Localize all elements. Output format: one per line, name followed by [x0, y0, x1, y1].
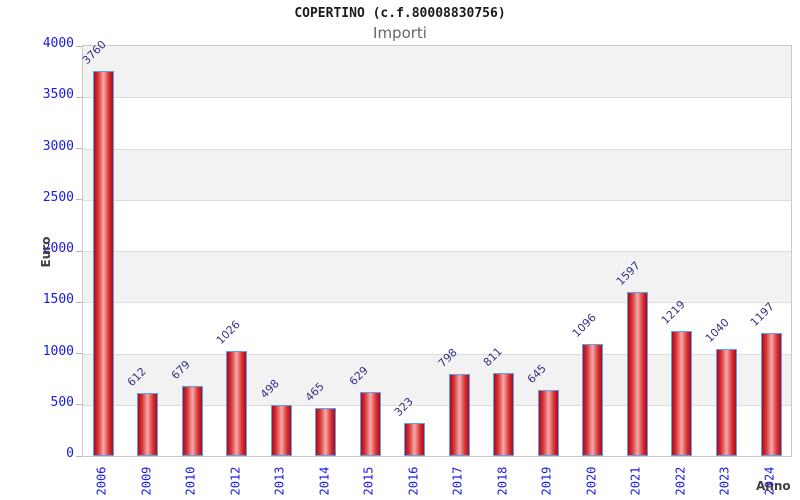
plot-background-band: [83, 148, 791, 200]
bar-2012: [226, 350, 248, 456]
bar-2015: [359, 391, 381, 456]
x-tick-label: 2023: [717, 466, 732, 496]
y-axis-title: Euro: [39, 236, 53, 268]
gridline: [83, 97, 791, 99]
bar-2014: [315, 408, 337, 456]
x-tick-label: 2010: [183, 466, 198, 496]
x-axis-title: Anno: [756, 479, 791, 493]
bar-2013: [270, 404, 292, 456]
x-tick-label: 2021: [628, 466, 643, 496]
gridline: [83, 251, 791, 252]
y-tick-label: 1000: [42, 343, 74, 359]
gridline: [83, 404, 791, 406]
x-tick-label: 2009: [139, 466, 154, 496]
y-tick-mark: [76, 404, 82, 406]
y-tick-label: 0: [66, 446, 74, 461]
bar-2006: [92, 70, 114, 456]
gridline: [83, 302, 791, 304]
gridline: [83, 199, 791, 201]
y-tick-label: 3000: [42, 138, 74, 154]
y-tick-label: 2000: [42, 241, 74, 256]
plot-background-band: [83, 97, 791, 149]
x-tick-label: 2014: [317, 466, 332, 496]
y-tick-mark: [76, 455, 82, 457]
y-tick-mark: [76, 199, 82, 201]
plot-background-band: [83, 199, 791, 251]
bar-2021: [626, 292, 648, 456]
x-tick-label: 2022: [673, 466, 688, 496]
bar-2023: [715, 349, 737, 456]
gridline: [83, 148, 791, 150]
bar-2009: [137, 393, 159, 456]
y-tick-label: 2500: [42, 189, 74, 205]
y-tick-mark: [76, 148, 82, 149]
bar-2018: [493, 372, 515, 456]
y-tick-mark: [76, 301, 82, 303]
bar-2016: [404, 422, 426, 456]
plot-background-band: [83, 251, 791, 303]
y-tick-label: 500: [50, 394, 74, 410]
plot-background-band: [83, 46, 791, 98]
bar-2022: [671, 331, 693, 456]
bar-2017: [448, 374, 470, 456]
bar-2020: [582, 343, 604, 456]
gridline: [83, 353, 791, 355]
y-tick-label: 4000: [42, 36, 74, 51]
x-tick-label: 2018: [495, 466, 510, 496]
x-tick-label: 2006: [94, 466, 109, 496]
chart-subtitle: Importi: [373, 24, 427, 42]
x-tick-label: 2020: [584, 466, 599, 496]
x-tick-label: 2019: [539, 466, 554, 496]
x-tick-label: 2013: [272, 466, 287, 496]
bar-2019: [537, 389, 559, 456]
plot-area: 3760 612 679 1026 498 465 629 323 798 811 645 1096 1…: [76, 38, 792, 457]
bar-2010: [181, 386, 203, 456]
x-tick-label: 2017: [450, 466, 465, 496]
y-tick-mark: [76, 96, 82, 98]
y-tick-mark: [76, 45, 82, 47]
bar-2024: [760, 333, 782, 456]
y-tick-mark: [76, 353, 82, 354]
x-tick-label: 2016: [406, 466, 421, 496]
x-tick-label: 2015: [361, 466, 376, 496]
x-tick-label: 2012: [228, 466, 243, 496]
y-tick-label: 1500: [42, 292, 74, 308]
y-tick-label: 3500: [42, 87, 74, 103]
y-tick-mark: [76, 250, 82, 252]
chart-title: COPERTINO (c.f.80008830756): [294, 6, 506, 21]
